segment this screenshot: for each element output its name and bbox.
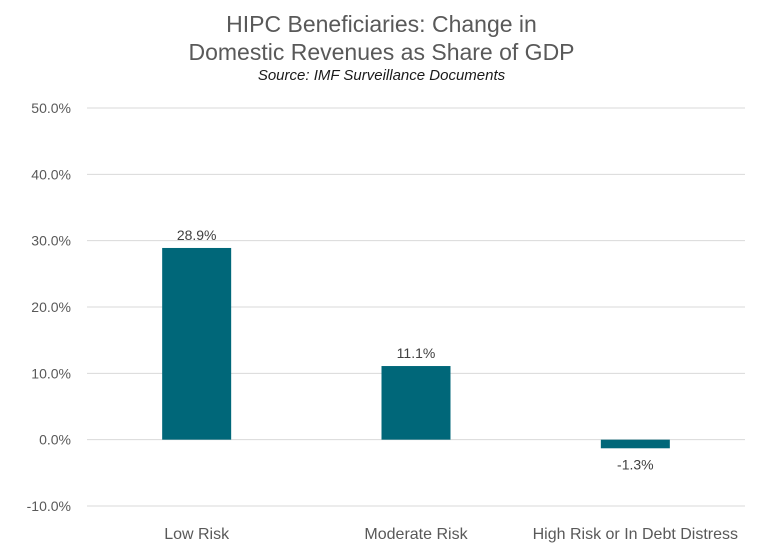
x-tick-label: Low Risk <box>164 526 230 543</box>
chart-title-line-1: HIPC Beneficiaries: Change in <box>226 11 537 37</box>
data-label: 11.1% <box>397 345 436 361</box>
y-tick-label: 30.0% <box>31 233 71 249</box>
y-tick-label: 50.0% <box>31 100 71 116</box>
y-tick-label: -10.0% <box>27 498 71 514</box>
chart-subtitle: Source: IMF Surveillance Documents <box>257 67 506 84</box>
chart-title-line-2: Domestic Revenues as Share of GDP <box>188 39 575 65</box>
y-tick-label: 20.0% <box>31 299 71 315</box>
bar <box>600 439 670 449</box>
chart-title: HIPC Beneficiaries: Change in Domestic R… <box>0 10 763 86</box>
y-tick-label: 10.0% <box>31 365 71 381</box>
data-label: -1.3% <box>617 456 654 472</box>
x-tick-label: Moderate Risk <box>364 526 468 543</box>
data-label: 28.9% <box>177 227 217 243</box>
y-tick-label: 40.0% <box>31 166 71 182</box>
x-tick-label: High Risk or In Debt Distress <box>533 526 738 543</box>
bar <box>381 366 451 440</box>
bar <box>162 247 232 440</box>
y-tick-label: 0.0% <box>39 432 71 448</box>
